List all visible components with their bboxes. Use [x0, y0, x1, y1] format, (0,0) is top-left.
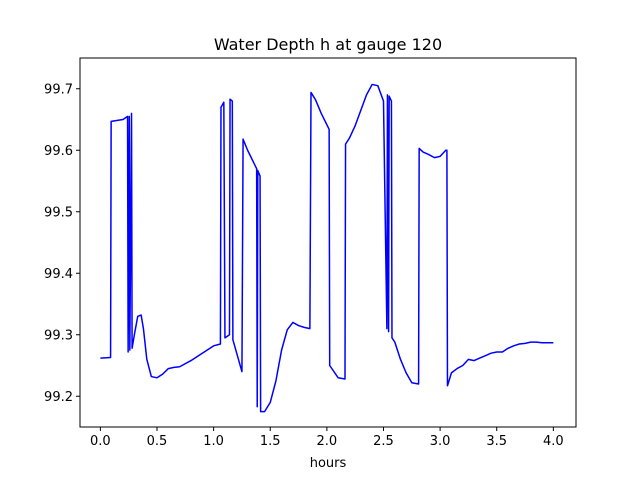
data-layer — [100, 83, 554, 413]
x-tick-label: 0.5 — [147, 434, 168, 449]
series-line-0 — [100, 83, 554, 413]
x-tick-label: 1.0 — [203, 434, 224, 449]
x-tick-label: 2.5 — [373, 434, 394, 449]
x-tick-label: 3.0 — [430, 434, 451, 449]
plot-frame — [79, 57, 577, 428]
y-tick-label: 99.2 — [44, 390, 73, 405]
y-tick-label: 99.3 — [44, 328, 73, 343]
y-axis-ticks: 99.2 99.3 99.4 99.5 99.6 99.7 — [44, 82, 80, 405]
x-axis-ticks: 0.0 0.5 1.0 1.5 2.0 2.5 3.0 3.5 4.0 — [90, 427, 564, 449]
x-tick-label: 2.0 — [317, 434, 338, 449]
y-tick-label: 99.5 — [44, 205, 73, 220]
chart-title: Water Depth h at gauge 120 — [214, 35, 442, 54]
x-tick-label: 1.5 — [260, 434, 281, 449]
y-tick-label: 99.4 — [44, 267, 73, 282]
x-tick-label: 3.5 — [486, 434, 507, 449]
y-tick-label: 99.7 — [44, 82, 73, 97]
x-tick-label: 4.0 — [543, 434, 564, 449]
x-tick-label: 0.0 — [90, 434, 111, 449]
y-tick-label: 99.6 — [44, 144, 73, 159]
x-axis-label: hours — [310, 456, 347, 471]
plot-area — [80, 58, 576, 427]
